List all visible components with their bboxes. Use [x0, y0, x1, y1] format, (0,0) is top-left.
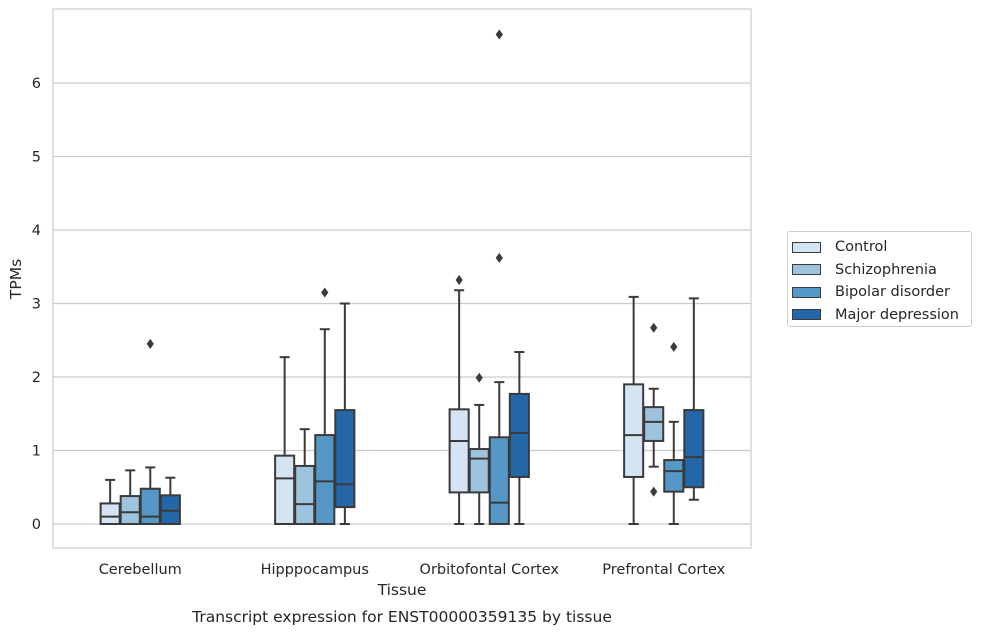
- box-schizophrenia: [468, 372, 490, 525]
- box-iqr: [294, 464, 316, 525]
- box-bipolar-disorder: [139, 338, 161, 525]
- legend-item: Bipolar disorder: [792, 281, 971, 304]
- box-iqr: [623, 383, 645, 478]
- box-schizophrenia: [294, 428, 316, 525]
- box-major-depression: [159, 476, 181, 525]
- box-control: [448, 274, 470, 525]
- outlier-point: [146, 338, 154, 349]
- outlier-point: [475, 372, 483, 383]
- plot-frame: [52, 8, 752, 549]
- box-iqr: [468, 448, 490, 494]
- outlier-point: [650, 486, 658, 497]
- legend-item: Major depression: [792, 304, 971, 327]
- legend-label: Bipolar disorder: [835, 284, 950, 301]
- grid-layer: [53, 82, 751, 525]
- y-tick-label: 6: [32, 76, 41, 92]
- x-tick-label: Cerebellum: [99, 562, 182, 578]
- box-iqr: [119, 495, 141, 526]
- x-tick-labels: Cerebellum Hipppocampus Orbitofontal Corte…: [99, 562, 726, 578]
- y-tick-label: 1: [32, 444, 41, 460]
- legend-swatch: [792, 264, 821, 276]
- legend-label: Major depression: [835, 306, 959, 323]
- box-iqr: [683, 409, 705, 489]
- box-iqr: [99, 502, 121, 526]
- box-iqr: [488, 436, 510, 525]
- outlier-point: [495, 252, 503, 263]
- box-bipolar-disorder: [488, 29, 510, 525]
- x-tick-label: Prefrontal Cortex: [602, 562, 725, 578]
- box-iqr: [274, 454, 296, 525]
- box-major-depression: [508, 351, 530, 525]
- legend-swatch: [792, 309, 821, 321]
- x-tick-label: Orbitofontal Cortex: [420, 562, 560, 578]
- box-control: [274, 356, 296, 525]
- outlier-point: [321, 287, 329, 298]
- y-tick-label: 2: [32, 370, 41, 386]
- y-tick-label: 0: [32, 517, 41, 533]
- legend-item: Control: [792, 236, 971, 259]
- box-layer: [99, 29, 705, 526]
- y-tick-label: 5: [32, 150, 41, 166]
- outlier-point: [455, 274, 463, 285]
- legend-item: Schizophrenia: [792, 259, 971, 282]
- box-iqr: [643, 406, 665, 442]
- box-major-depression: [683, 297, 705, 501]
- legend-label: Schizophrenia: [835, 261, 937, 278]
- legend-label: Control: [835, 239, 888, 256]
- box-bipolar-disorder: [314, 287, 336, 525]
- x-axis-label: Tissue: [377, 581, 427, 599]
- box-schizophrenia: [119, 469, 141, 526]
- box-iqr: [159, 494, 181, 525]
- legend: Control Schizophrenia Bipolar disorder Majo…: [787, 231, 972, 327]
- box-iqr: [508, 392, 530, 478]
- box-schizophrenia: [643, 322, 665, 497]
- box-major-depression: [334, 302, 356, 525]
- y-tick-label: 3: [32, 297, 41, 313]
- outlier-point: [495, 29, 503, 40]
- legend-swatch: [792, 241, 821, 253]
- box-iqr: [314, 434, 336, 525]
- box-iqr: [334, 409, 356, 509]
- box-iqr: [139, 487, 161, 525]
- y-tick-labels: 0 1 2 3 4 5 6: [32, 76, 41, 533]
- outlier-point: [670, 341, 678, 352]
- outlier-point: [650, 322, 658, 333]
- x-tick-label: Hipppocampus: [261, 562, 369, 578]
- y-axis-label: TPMs: [7, 259, 25, 300]
- box-control: [623, 295, 645, 525]
- chart-title: Transcript expression for ENST0000035913…: [191, 608, 612, 626]
- box-iqr: [448, 408, 470, 494]
- box-bipolar-disorder: [663, 341, 685, 525]
- y-tick-label: 4: [32, 223, 41, 239]
- legend-swatch: [792, 286, 821, 298]
- box-control: [99, 478, 121, 526]
- box-iqr: [663, 459, 685, 493]
